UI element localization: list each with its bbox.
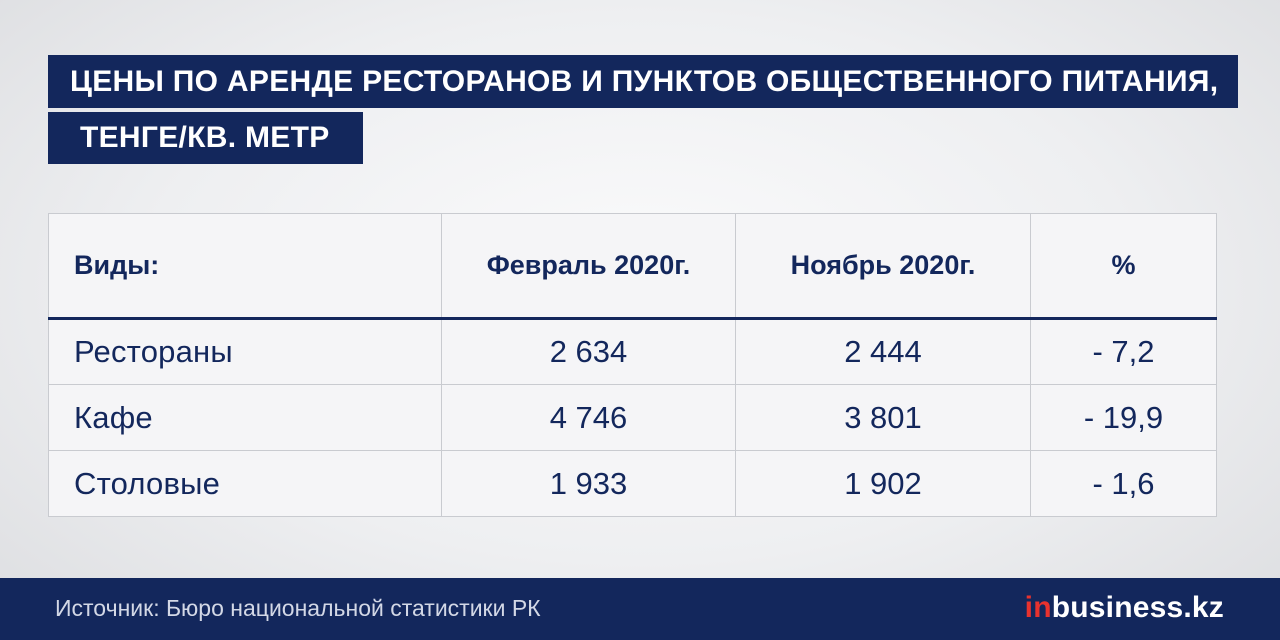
table-header-row: Виды: Февраль 2020г. Ноябрь 2020г. % [48, 213, 1217, 320]
percent-change: - 7,2 [1030, 318, 1217, 385]
november-value: 3 801 [735, 384, 1031, 451]
logo-domain: business.kz [1051, 591, 1224, 624]
source-note: Источник: Бюро национальной статистики Р… [55, 595, 541, 621]
column-header-percent: % [1030, 213, 1217, 320]
table-row: Столовые 1 933 1 902 - 1,6 [48, 450, 1217, 517]
table-row: Рестораны 2 634 2 444 - 7,2 [48, 318, 1217, 385]
page-title-line-1: ЦЕНЫ ПО АРЕНДЕ РЕСТОРАНОВ И ПУНКТОВ ОБЩЕ… [48, 55, 1238, 108]
inbusiness-logo[interactable]: inbusiness.kz [1025, 591, 1224, 625]
february-value: 4 746 [441, 384, 736, 451]
row-label: Рестораны [48, 318, 442, 385]
footer-bar: Источник: Бюро национальной статистики Р… [0, 578, 1280, 640]
column-header-november: Ноябрь 2020г. [735, 213, 1031, 320]
percent-change: - 1,6 [1030, 450, 1217, 517]
percent-change: - 19,9 [1030, 384, 1217, 451]
column-header-type: Виды: [48, 213, 442, 320]
rent-prices-table: Виды: Февраль 2020г. Ноябрь 2020г. % Рес… [48, 213, 1217, 517]
row-label: Кафе [48, 384, 442, 451]
row-label: Столовые [48, 450, 442, 517]
table-row: Кафе 4 746 3 801 - 19,9 [48, 384, 1217, 451]
november-value: 1 902 [735, 450, 1031, 517]
logo-prefix: in [1024, 591, 1052, 624]
february-value: 2 634 [441, 318, 736, 385]
column-header-february: Февраль 2020г. [441, 213, 736, 320]
february-value: 1 933 [441, 450, 736, 517]
november-value: 2 444 [735, 318, 1031, 385]
page-title-line-2: ТЕНГЕ/КВ. МЕТР [48, 112, 363, 164]
